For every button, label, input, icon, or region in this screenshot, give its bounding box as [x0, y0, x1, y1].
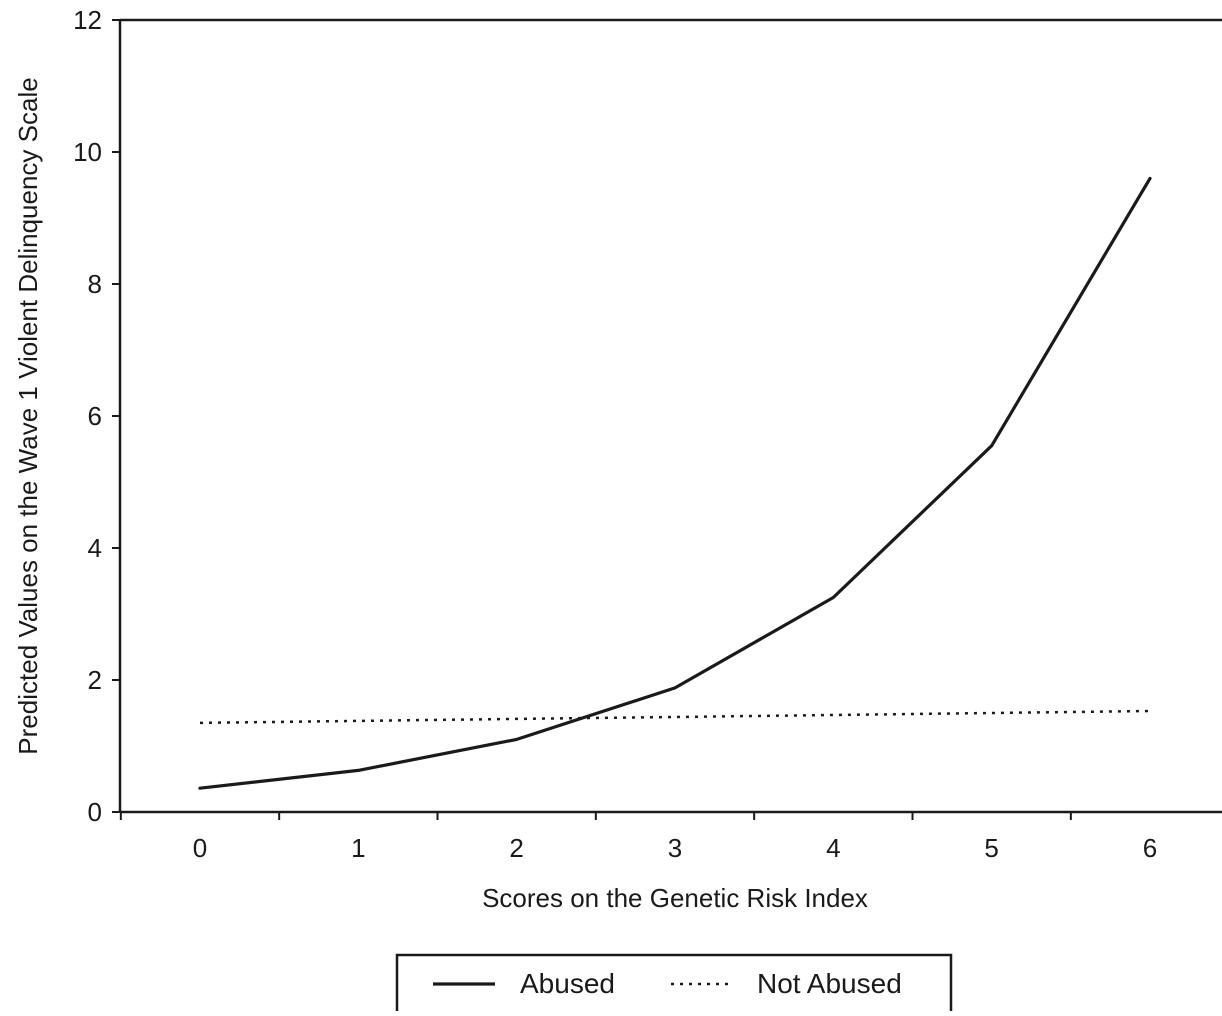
x-tick-label: 5 — [984, 833, 998, 863]
y-tick-label: 8 — [88, 269, 102, 299]
x-tick-label: 0 — [193, 833, 207, 863]
legend-label-abused: Abused — [520, 968, 615, 999]
x-axis-title: Scores on the Genetic Risk Index — [482, 883, 868, 913]
y-tick-label: 12 — [73, 5, 102, 35]
y-tick-label: 4 — [88, 533, 102, 563]
x-tick-label: 2 — [509, 833, 523, 863]
x-tick-label: 1 — [351, 833, 365, 863]
x-tick-label: 4 — [826, 833, 840, 863]
y-tick-label: 0 — [88, 797, 102, 827]
axis-labels: Scores on the Genetic Risk Index Predict… — [13, 77, 868, 913]
x-tick-label: 3 — [668, 833, 682, 863]
legend-label-not-abused: Not Abused — [757, 968, 902, 999]
series-line-abused — [198, 176, 1152, 790]
y-tick-label: 6 — [88, 401, 102, 431]
x-tick-label: 6 — [1143, 833, 1157, 863]
y-tick-label: 2 — [88, 665, 102, 695]
legend-box — [395, 953, 953, 1016]
y-axis-title: Predicted Values on the Wave 1 Violent D… — [13, 77, 43, 754]
series-lines — [198, 176, 1152, 790]
series-line-not-abused — [199, 709, 1151, 725]
y-tick-label: 10 — [73, 137, 102, 167]
legend: Abused Not Abused — [395, 953, 953, 1016]
